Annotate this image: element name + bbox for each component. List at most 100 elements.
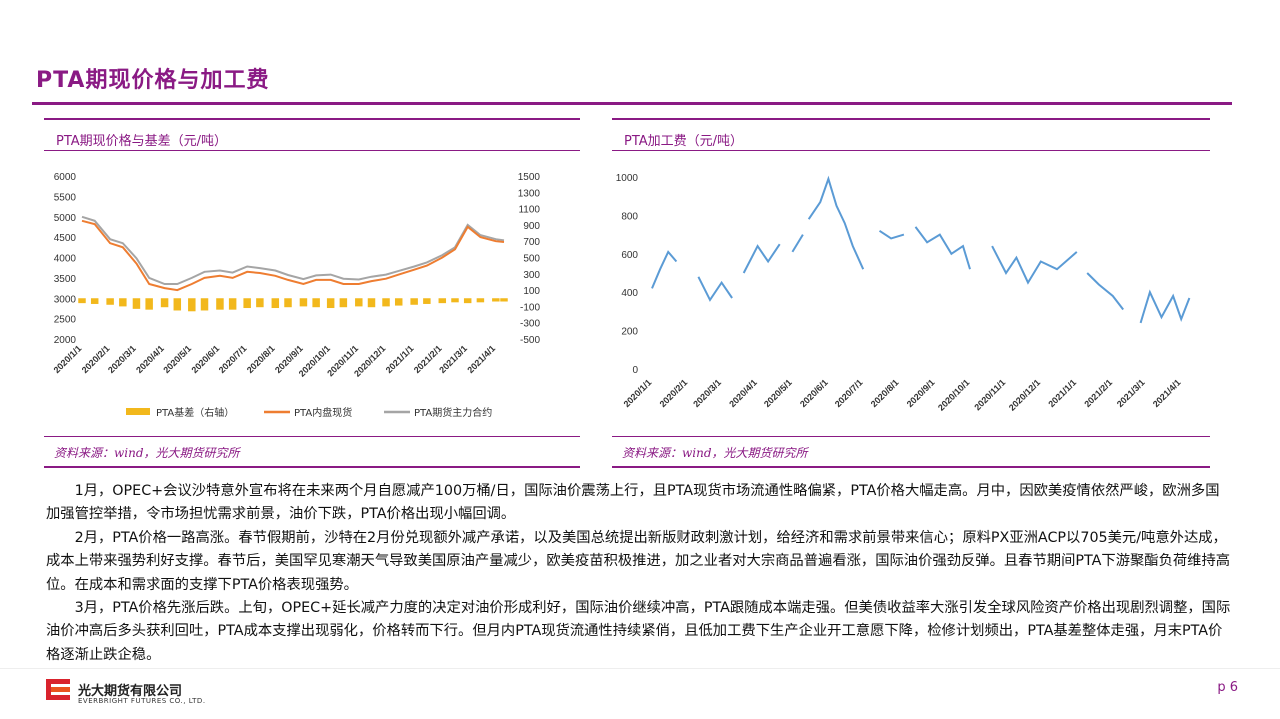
page-number: p 6 bbox=[1217, 680, 1238, 695]
x-tick-label: 2021/4/1 bbox=[465, 343, 497, 375]
margin-line-segment bbox=[791, 234, 804, 253]
margin-line-segment bbox=[651, 250, 678, 289]
margin-line-segment bbox=[991, 245, 1078, 285]
x-tick-label: 2020/6/1 bbox=[190, 343, 222, 375]
y-left-tick-label: 5000 bbox=[54, 213, 77, 224]
basis-chart-title: PTA期现价格与基差（元/吨） bbox=[56, 134, 228, 149]
basis-bar bbox=[243, 298, 251, 309]
panel-source-rule bbox=[612, 436, 1210, 437]
basis-bar bbox=[451, 298, 459, 303]
x-tick-label: 2020/8/1 bbox=[869, 377, 901, 409]
x-tick-label: 2020/12/1 bbox=[1007, 377, 1042, 412]
basis-bar bbox=[78, 298, 86, 304]
y-right-tick-label: 100 bbox=[523, 286, 540, 297]
y-right-tick-label: 900 bbox=[523, 221, 540, 232]
company-name-english: EVERBRIGHT FUTURES CO., LTD. bbox=[78, 697, 206, 705]
y-left-tick-label: 3500 bbox=[54, 274, 77, 285]
basis-bar bbox=[106, 298, 114, 305]
y-right-tick-label: -500 bbox=[520, 335, 540, 346]
basis-bar bbox=[326, 298, 335, 309]
x-tick-label: 2021/3/1 bbox=[1115, 377, 1147, 409]
page-title: PTA期现价格与加工费 bbox=[36, 68, 270, 93]
basis-bar bbox=[339, 298, 348, 308]
basis-bar bbox=[200, 298, 209, 311]
basis-bar bbox=[256, 298, 264, 308]
footer-divider bbox=[0, 668, 1280, 669]
y-right-tick-label: -100 bbox=[520, 302, 540, 313]
panel-title-rule bbox=[44, 150, 580, 151]
y-right-tick-label: 1100 bbox=[518, 205, 540, 216]
basis-bar bbox=[476, 298, 485, 303]
y-tick-label: 800 bbox=[621, 211, 638, 222]
x-tick-label: 2020/4/1 bbox=[727, 377, 759, 409]
y-right-tick-label: 1300 bbox=[518, 188, 541, 199]
x-tick-label: 2020/5/1 bbox=[762, 377, 794, 409]
basis-bar bbox=[312, 298, 320, 308]
basis-bar bbox=[410, 298, 418, 305]
margin-line-segment bbox=[742, 243, 781, 274]
y-left-tick-label: 2000 bbox=[54, 335, 77, 346]
panel-title-rule bbox=[612, 150, 1210, 151]
basis-bar bbox=[463, 298, 472, 304]
basis-bar bbox=[173, 298, 182, 311]
margin-line-segment bbox=[1086, 272, 1124, 311]
margin-line-segment bbox=[697, 276, 733, 302]
company-name: 光大期货有限公司 bbox=[78, 684, 183, 699]
y-tick-label: 1000 bbox=[616, 173, 639, 184]
x-tick-label: 2020/8/1 bbox=[245, 343, 277, 375]
legend-label: PTA内盘现货 bbox=[294, 406, 352, 419]
margin-line-segment bbox=[1139, 289, 1191, 324]
x-tick-label: 2020/9/1 bbox=[905, 377, 937, 409]
x-tick-label: 2021/4/1 bbox=[1151, 377, 1183, 409]
y-tick-label: 0 bbox=[632, 365, 638, 376]
paragraph-january: 1月，OPEC+会议沙特意外宣布将在未来两个月自愿减产100万桶/日，国际油价震… bbox=[46, 483, 1220, 523]
margin-line-segment bbox=[807, 175, 865, 270]
x-tick-label: 2020/7/1 bbox=[217, 343, 249, 375]
basis-bar bbox=[355, 298, 363, 307]
x-tick-label: 2020/3/1 bbox=[106, 343, 138, 375]
y-left-tick-label: 4500 bbox=[54, 233, 77, 244]
y-tick-label: 200 bbox=[621, 327, 638, 338]
paragraph-february: 2月，PTA价格一路高涨。春节假期前，沙特在2月份兑现额外减产承诺，以及美国总统… bbox=[46, 529, 1231, 593]
basis-bar bbox=[500, 298, 508, 302]
basis-bar bbox=[438, 298, 447, 304]
margin-line-segment bbox=[878, 229, 905, 240]
company-logo-icon bbox=[46, 679, 70, 700]
basis-chart-panel: PTA期现价格与基差（元/吨） 2000 2500 3000 3500 4000 4500… bbox=[44, 118, 580, 468]
panel-bottom-rule bbox=[612, 466, 1210, 468]
x-tick-label: 2020/2/1 bbox=[658, 377, 690, 409]
margin-line-segment bbox=[914, 226, 971, 270]
basis-bar bbox=[188, 298, 196, 312]
x-tick-label: 2020/10/1 bbox=[936, 377, 971, 412]
margin-chart-source: 资料来源：wind，光大期货研究所 bbox=[622, 446, 808, 460]
basis-chart-source: 资料来源：wind，光大期货研究所 bbox=[54, 446, 240, 460]
basis-bar bbox=[228, 298, 237, 310]
x-tick-label: 2021/1/1 bbox=[1046, 377, 1078, 409]
panel-source-rule bbox=[44, 436, 580, 437]
y-right-tick-label: 1500 bbox=[518, 172, 541, 183]
x-tick-label: 2020/1/1 bbox=[52, 343, 84, 375]
basis-bar bbox=[90, 298, 99, 304]
basis-bar bbox=[160, 298, 169, 308]
basis-bar bbox=[367, 298, 376, 308]
y-right-tick-label: 500 bbox=[523, 254, 540, 265]
x-tick-label: 2020/2/1 bbox=[80, 343, 112, 375]
basis-bar bbox=[119, 298, 127, 307]
y-left-tick-label: 4000 bbox=[54, 254, 77, 265]
x-tick-label: 2020/1/1 bbox=[622, 377, 654, 409]
x-tick-label: 2020/3/1 bbox=[691, 377, 723, 409]
y-left-tick-label: 2500 bbox=[54, 315, 77, 326]
x-tick-label: 2020/5/1 bbox=[161, 343, 193, 375]
y-tick-label: 400 bbox=[621, 288, 638, 299]
futures-line bbox=[81, 215, 505, 285]
panel-top-rule bbox=[612, 118, 1210, 120]
panel-top-rule bbox=[44, 118, 580, 120]
y-left-tick-label: 5500 bbox=[54, 192, 77, 203]
x-tick-label: 2020/6/1 bbox=[798, 377, 830, 409]
x-tick-label: 2021/3/1 bbox=[437, 343, 469, 375]
y-left-tick-label: 3000 bbox=[54, 294, 77, 305]
basis-bar bbox=[492, 298, 500, 302]
commentary: 1月，OPEC+会议沙特意外宣布将在未来两个月自愿减产100万桶/日，国际油价震… bbox=[46, 480, 1232, 667]
x-tick-label: 2021/2/1 bbox=[1082, 377, 1114, 409]
basis-bar bbox=[299, 298, 308, 307]
